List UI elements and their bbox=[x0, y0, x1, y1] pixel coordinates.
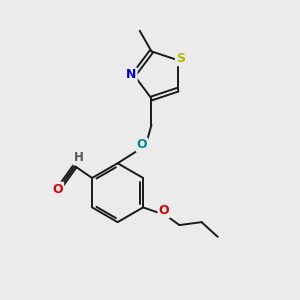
Text: S: S bbox=[176, 52, 185, 65]
Text: O: O bbox=[52, 183, 63, 196]
Text: N: N bbox=[126, 68, 136, 81]
Text: O: O bbox=[137, 139, 147, 152]
Text: H: H bbox=[74, 152, 83, 164]
Text: O: O bbox=[158, 205, 169, 218]
